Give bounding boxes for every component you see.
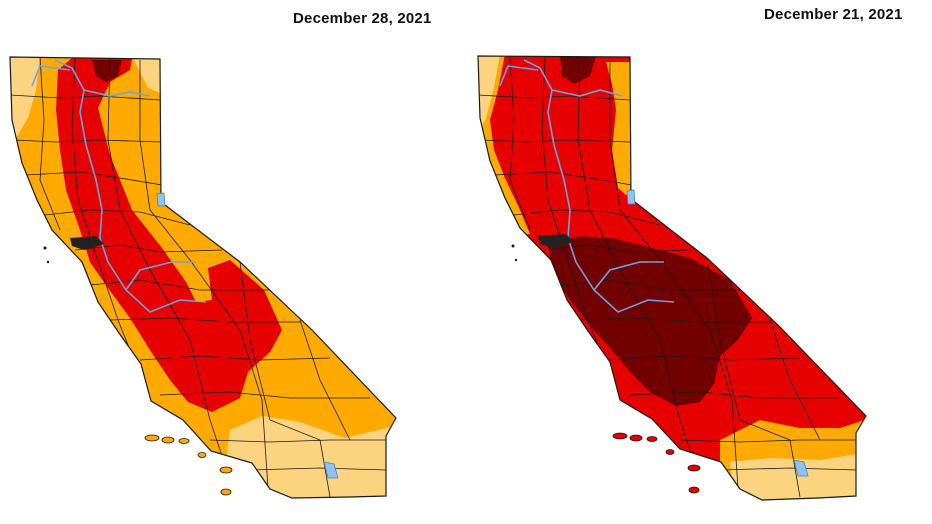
county-lines: [10, 57, 390, 498]
severe-drought-area: [56, 58, 282, 412]
rivers: [31, 59, 207, 313]
abnormally-dry-area-north-coast: [10, 57, 40, 138]
channel-islands: [144, 434, 233, 496]
california-map-right: [477, 55, 867, 501]
abnormally-dry-area-north-coast: [478, 56, 500, 134]
california-map-left: [9, 56, 397, 499]
san-francisco-bay: [70, 236, 104, 250]
moderate-drought-area-northeast: [606, 62, 632, 200]
coast-islet: [511, 244, 515, 248]
lake-tahoe: [156, 192, 166, 207]
map-date-left: December 28, 2021: [293, 10, 432, 27]
county-lines: [478, 56, 860, 498]
salton-sea: [793, 459, 809, 477]
san-francisco-bay: [538, 234, 574, 248]
california-outline: [9, 56, 397, 499]
map-date-right: December 21, 2021: [764, 6, 903, 23]
coast-islet: [46, 260, 50, 264]
exceptional-drought-area-valley: [548, 236, 752, 406]
rivers: [499, 59, 675, 313]
coast-islet: [514, 258, 518, 262]
abnormally-dry-area-south: [730, 452, 866, 500]
california-outline: [477, 55, 867, 501]
exceptional-drought-area: [92, 60, 122, 82]
salton-sea: [323, 461, 339, 479]
exceptional-drought-area-north: [560, 56, 596, 84]
channel-islands: [612, 432, 701, 494]
lake-tahoe: [626, 189, 636, 205]
coast-islet: [43, 246, 47, 250]
